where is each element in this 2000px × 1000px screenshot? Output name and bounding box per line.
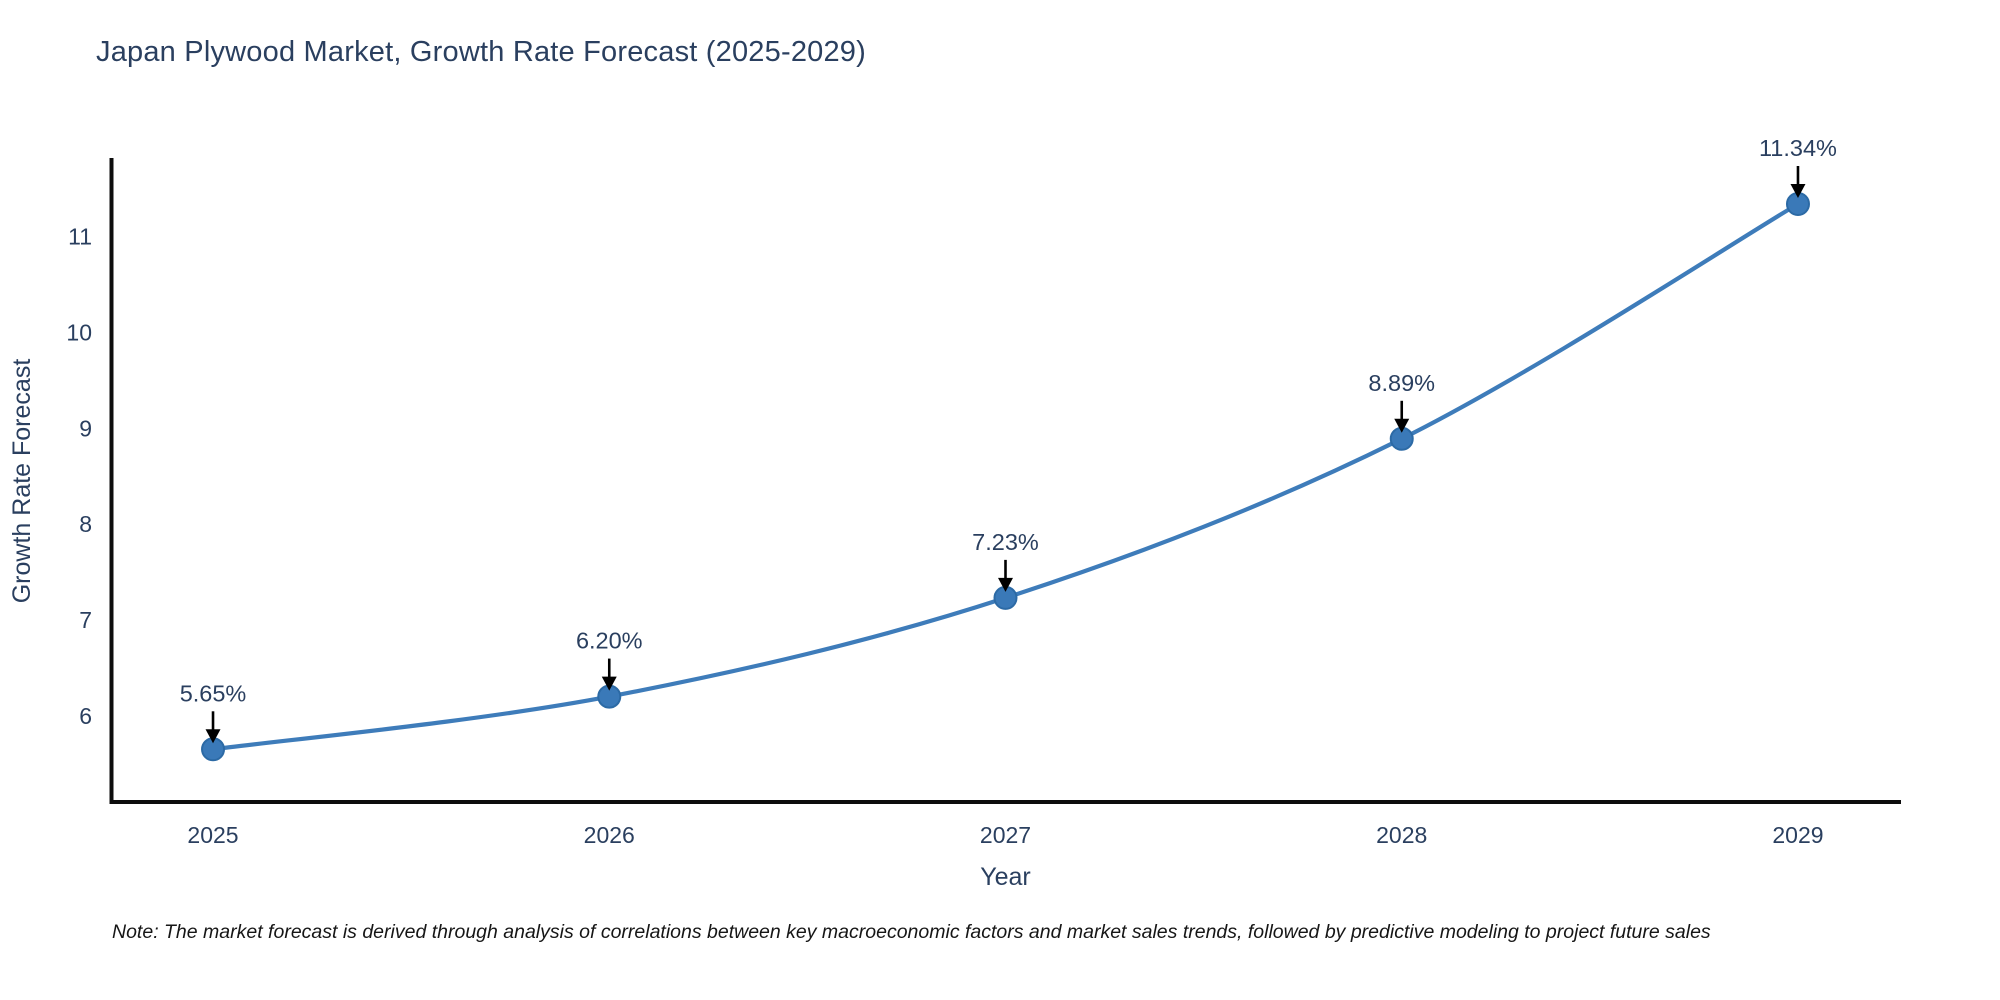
annotation-arrowhead-2025 [205, 729, 221, 744]
forecast-line [210, 201, 1801, 752]
x-tick-label-2029: 2029 [1772, 822, 1823, 848]
x-tick-label-2027: 2027 [980, 822, 1031, 848]
point-label-2025: 5.65% [180, 680, 247, 706]
y-tick-label-6: 6 [79, 703, 92, 729]
y-tick-label-9: 9 [79, 415, 92, 441]
x-axis-title: Year [980, 863, 1031, 891]
annotation-arrowhead-2028 [1394, 418, 1410, 433]
annotation-arrowhead-2029 [1790, 184, 1806, 198]
x-tick-label-2026: 2026 [584, 822, 635, 848]
point-label-2026: 6.20% [576, 628, 643, 654]
x-tick-label-2028: 2028 [1376, 822, 1427, 848]
annotation-arrowhead-2026 [601, 676, 617, 691]
chart-title: Japan Plywood Market, Growth Rate Foreca… [96, 36, 866, 68]
y-tick-label-10: 10 [66, 319, 92, 345]
y-axis-title: Growth Rate Forecast [8, 359, 36, 604]
y-tick-label-8: 8 [79, 511, 92, 537]
y-tick-label-7: 7 [79, 607, 92, 633]
point-label-2028: 8.89% [1368, 370, 1435, 396]
footnote: Note: The market forecast is derived thr… [112, 921, 1711, 943]
annotation-arrowhead-2027 [998, 577, 1013, 592]
point-label-2029: 11.34% [1759, 135, 1837, 161]
point-label-2027: 7.23% [972, 529, 1039, 555]
x-tick-label-2025: 2025 [187, 822, 238, 848]
y-tick-label-11: 11 [68, 224, 92, 250]
